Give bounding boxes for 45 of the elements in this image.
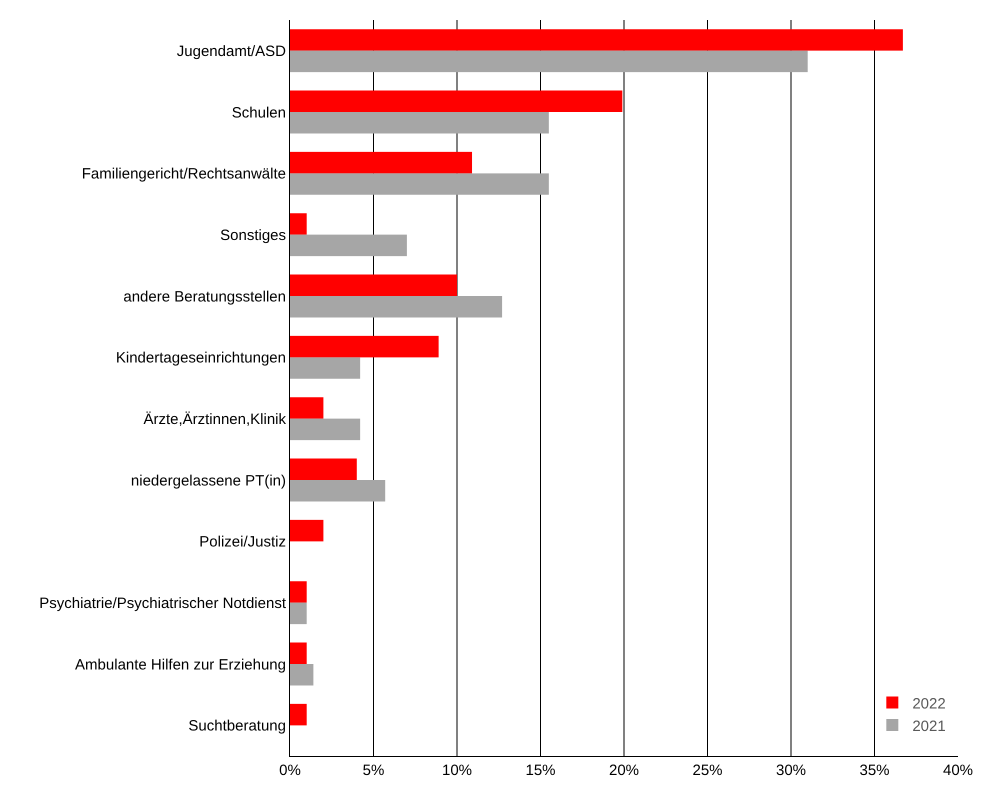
x-tick-label: 0% xyxy=(279,762,301,779)
bar xyxy=(290,152,472,174)
y-tick-label: andere Beratungsstellen xyxy=(123,288,286,306)
bar xyxy=(290,397,324,419)
bar xyxy=(290,357,360,379)
x-tick-label: 35% xyxy=(859,762,890,779)
y-tick-label: Familiengericht/Rechtsanwälte xyxy=(82,166,286,183)
bar xyxy=(290,642,307,664)
y-tick-label: Schulen xyxy=(232,104,286,122)
bar xyxy=(290,704,307,726)
bar xyxy=(290,520,324,542)
bar xyxy=(290,664,314,686)
bar xyxy=(290,581,307,603)
x-tick-label: 15% xyxy=(525,762,556,779)
legend-label: 2022 xyxy=(912,695,946,712)
bar xyxy=(290,336,439,358)
x-tick-label: 40% xyxy=(942,762,974,779)
bar xyxy=(290,458,357,480)
x-tick-label: 5% xyxy=(362,762,384,779)
bar xyxy=(290,480,386,502)
bar xyxy=(290,112,549,134)
x-tick-label: 20% xyxy=(608,762,640,779)
y-tick-label: Psychiatrie/Psychiatrischer Notdienst xyxy=(39,594,287,612)
bar xyxy=(290,29,903,51)
y-tick-label: niedergelassene PT(in) xyxy=(130,472,286,490)
bar xyxy=(290,274,457,296)
bar xyxy=(290,418,360,440)
bar xyxy=(290,602,307,624)
bar xyxy=(290,296,502,318)
y-tick-label: Ambulante Hilfen zur Erziehung xyxy=(75,656,286,674)
x-tick-label: 25% xyxy=(692,762,723,779)
y-tick-label: Suchtberatung xyxy=(188,718,286,735)
x-tick-label: 10% xyxy=(442,762,472,779)
bar xyxy=(290,234,407,256)
bar xyxy=(290,50,808,72)
y-tick-label: Sonstiges xyxy=(220,226,286,244)
bar xyxy=(290,173,549,195)
bar xyxy=(290,90,622,112)
x-tick-label: 30% xyxy=(776,762,806,779)
y-tick-label: Polizei/Justiz xyxy=(199,534,286,551)
y-tick-label: Ärzte,Ärztinnen,Klinik xyxy=(143,410,286,428)
y-tick-label: Kindertageseinrichtungen xyxy=(116,350,286,367)
legend-label: 2021 xyxy=(912,718,946,735)
y-tick-label: Jugendamt/ASD xyxy=(176,42,286,60)
bar xyxy=(290,213,307,235)
